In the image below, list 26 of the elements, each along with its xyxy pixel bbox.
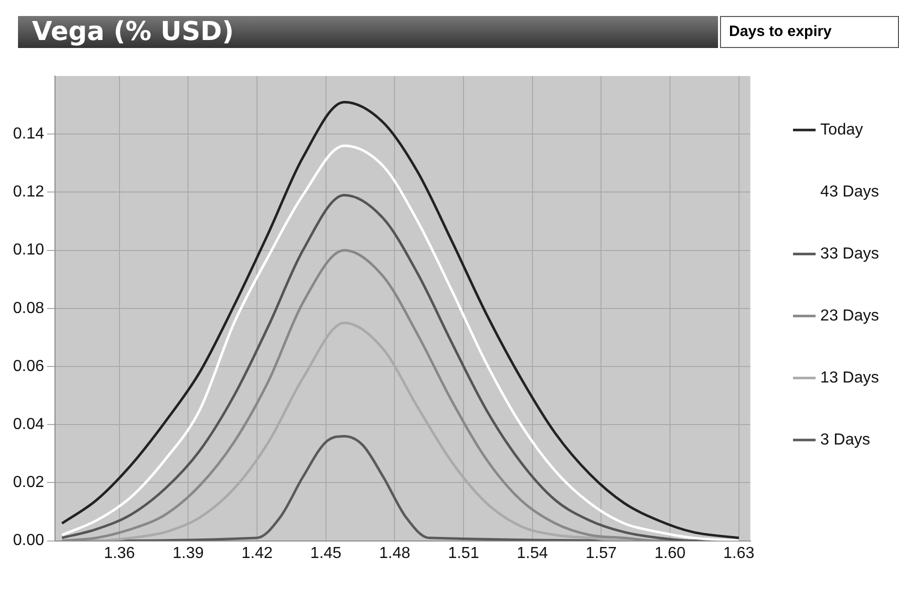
legend-label: 33 Days xyxy=(820,245,880,262)
legend-label: 23 Days xyxy=(820,307,880,324)
y-tick-label: 0.14 xyxy=(13,126,44,143)
x-tick-label: 1.60 xyxy=(654,544,686,562)
x-tick-label: 1.54 xyxy=(516,544,548,562)
y-tick-label: 0.10 xyxy=(13,242,44,259)
legend-label: 13 Days xyxy=(820,369,880,386)
x-tick-label: 1.36 xyxy=(104,544,136,562)
y-tick-label: 0.04 xyxy=(13,416,44,434)
y-tick-label: 0.06 xyxy=(13,358,44,375)
legend-title: Days to expiry xyxy=(720,16,899,48)
y-tick-label: 0.12 xyxy=(13,184,44,201)
x-tick-label: 1.39 xyxy=(172,544,204,562)
legend-label: Today xyxy=(820,121,864,138)
y-tick-label: 0.08 xyxy=(13,300,44,317)
text: 43 Days xyxy=(820,183,880,200)
x-tick-label: 1.45 xyxy=(310,544,342,562)
x-tick-label: 1.57 xyxy=(586,544,617,562)
x-tick-label: 1.48 xyxy=(379,544,410,562)
x-tick-label: 1.63 xyxy=(723,544,755,562)
legend-label: 3 Days xyxy=(820,431,870,448)
y-tick-label: 0.00 xyxy=(13,532,44,550)
x-tick-label: 1.42 xyxy=(241,544,273,562)
x-tick-label: 1.51 xyxy=(448,544,480,562)
chart-title: Vega (% USD) xyxy=(18,16,718,48)
y-tick-label: 0.02 xyxy=(13,474,44,492)
